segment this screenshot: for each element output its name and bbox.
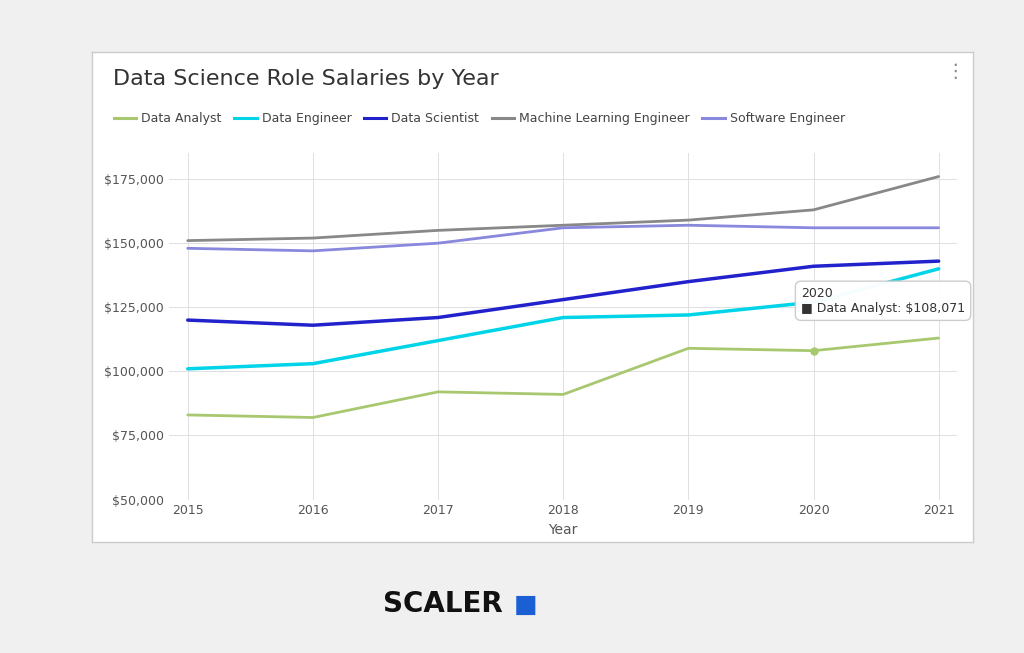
Text: Data Science Role Salaries by Year: Data Science Role Salaries by Year (113, 69, 499, 89)
Text: ■: ■ (514, 594, 538, 617)
Text: ⋮: ⋮ (945, 62, 965, 81)
Legend: Data Analyst, Data Engineer, Data Scientist, Machine Learning Engineer, Software: Data Analyst, Data Engineer, Data Scient… (109, 108, 850, 131)
Text: 2020
■ Data Analyst: $108,071: 2020 ■ Data Analyst: $108,071 (801, 287, 966, 315)
X-axis label: Year: Year (549, 523, 578, 537)
Text: SCALER: SCALER (383, 590, 512, 618)
